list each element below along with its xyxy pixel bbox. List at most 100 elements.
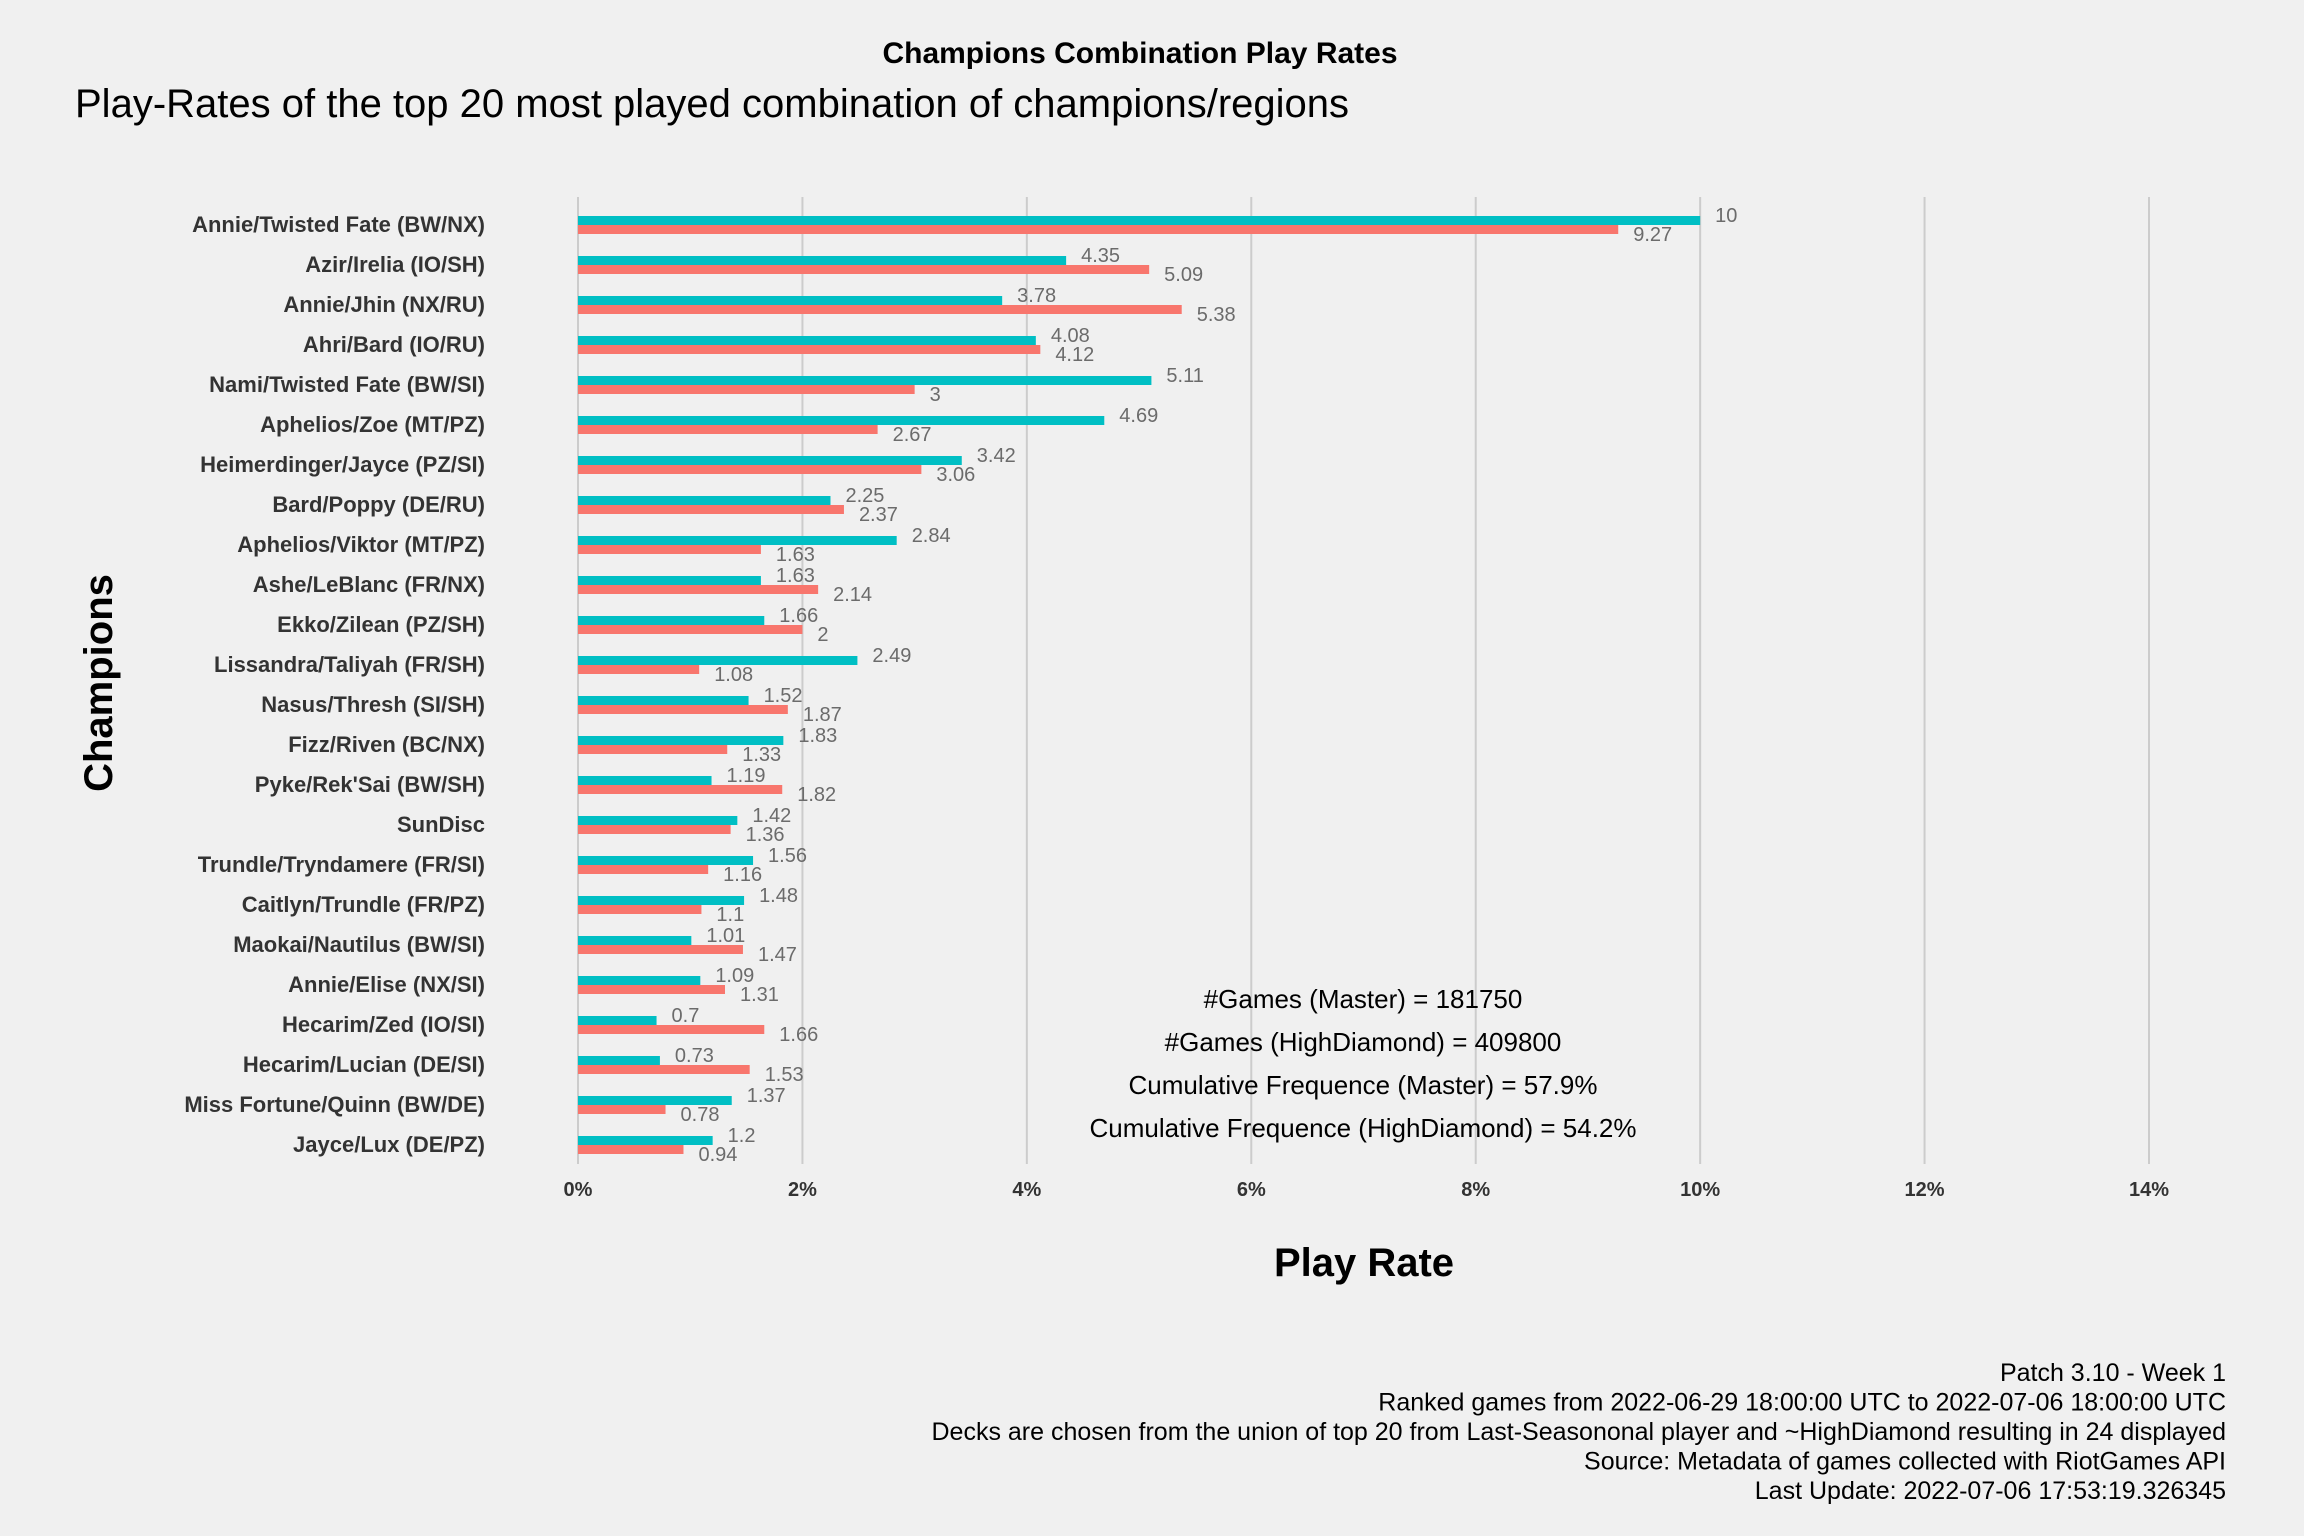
category-label: Azir/Irelia (IO/SH) [305,252,485,277]
bar-value-label: 4.12 [1055,344,1094,366]
bar-value-label: 2.37 [859,504,898,526]
category-label: Aphelios/Viktor (MT/PZ) [237,532,485,557]
bar-value-label: 3.78 [1017,285,1056,307]
category-label: Hecarim/Lucian (DE/SI) [243,1052,485,1077]
annotations-group: #Games (Master) = 181750 #Games (HighDiam… [1090,984,1637,1143]
bar-value-label: 1.1 [716,904,744,926]
annotation-text: Cumulative Frequence (HighDiamond) = 54.… [1090,1113,1637,1143]
category-label: Caitlyn/Trundle (FR/PZ) [242,892,485,917]
caption-line: Last Update: 2022-07-06 17:53:19.326345 [1755,1477,2226,1505]
bar-series-1 [578,856,754,865]
bar-series-2 [578,385,915,394]
bar-series-2 [578,985,726,994]
category-label: SunDisc [397,812,485,837]
bar-series-1 [578,1096,732,1105]
bar-series-1 [578,976,701,985]
bar-series-2 [578,665,700,674]
caption-line: Ranked games from 2022-06-29 18:00:00 UT… [1378,1389,2226,1417]
bar-value-label: 1.33 [742,744,781,766]
bar-value-label: 1.66 [779,1024,818,1046]
bar-series-2 [578,345,1041,354]
x-tick-label: 4% [1012,1179,1041,1201]
bar-series-1 [578,456,962,465]
category-label: Hecarim/Zed (IO/SI) [282,1012,485,1037]
bar-series-2 [578,465,922,474]
bar-series-1 [578,496,831,505]
bar-value-label: 5.11 [1166,365,1203,387]
y-axis-label: Champions [77,574,121,792]
bar-value-label: 1.2 [728,1125,756,1147]
category-label: Maokai/Nautilus (BW/SI) [233,932,485,957]
bar-series-1 [578,576,761,585]
bar-value-label: 1.48 [759,885,798,907]
bar-value-label: 1.63 [776,544,815,566]
bar-value-label: 0.7 [672,1005,700,1027]
bar-value-label: 2.67 [893,424,932,446]
bar-series-1 [578,936,692,945]
chart-subtitle: Play-Rates of the top 20 most played com… [75,82,1349,126]
bar-value-label: 0.78 [681,1104,720,1126]
bar-series-1 [578,296,1003,305]
bar-series-2 [578,225,1619,234]
bar-value-label: 1.09 [715,965,754,987]
x-tick-label: 14% [2129,1179,2169,1201]
x-tick-labels-group: 0% 2% 4% 6% 8% 10% 12% 14% [564,1179,2170,1201]
chart-title: Champions Combination Play Rates [882,37,1397,70]
category-label: Miss Fortune/Quinn (BW/DE) [184,1092,485,1117]
caption-line: Decks are chosen from the union of top 2… [931,1418,2226,1446]
bar-value-label: 1.87 [803,704,842,726]
category-label: Trundle/Tryndamere (FR/SI) [198,852,485,877]
bar-series-1 [578,736,784,745]
bar-series-1 [578,656,858,665]
bar-series-1 [578,696,749,705]
category-label: Jayce/Lux (DE/PZ) [293,1132,485,1157]
bar-series-1 [578,816,738,825]
bar-series-2 [578,625,803,634]
category-labels-group: Annie/Twisted Fate (BW/NX) Azir/Irelia (I… [184,212,485,1157]
category-label: Annie/Elise (NX/SI) [288,972,485,997]
bar-series-1 [578,416,1105,425]
bar-series-2 [578,745,728,754]
bar-value-label: 2.14 [833,584,872,606]
bar-value-label: 1.08 [714,664,753,686]
category-label: Nasus/Thresh (SI/SH) [261,692,485,717]
category-label: Annie/Twisted Fate (BW/NX) [192,212,485,237]
category-label: Pyke/Rek'Sai (BW/SH) [255,772,485,797]
x-tick-label: 12% [1905,1179,1945,1201]
bar-value-label: 4.35 [1081,245,1120,267]
bar-series-2 [578,825,731,834]
bar-series-1 [578,256,1067,265]
bar-value-label: 2.84 [912,525,951,547]
bar-value-label: 0.94 [698,1144,737,1166]
x-tick-label: 8% [1461,1179,1490,1201]
x-tick-label: 10% [1680,1179,1720,1201]
bar-value-label: 10 [1715,205,1737,227]
category-label: Ahri/Bard (IO/RU) [303,332,485,357]
bar-series-2 [578,1025,765,1034]
bar-series-2 [578,705,788,714]
x-tick-label: 2% [788,1179,817,1201]
bar-series-2 [578,785,783,794]
x-axis-label: Play Rate [1274,1241,1454,1285]
category-label: Ashe/LeBlanc (FR/NX) [253,572,485,597]
bar-series-1 [578,216,1701,225]
bar-series-2 [578,505,844,514]
bar-series-2 [578,545,761,554]
bar-series-1 [578,376,1152,385]
bar-value-label: 1.47 [758,944,797,966]
bar-value-label: 1.53 [765,1064,804,1086]
bar-value-label: 1.42 [752,805,791,827]
x-tick-label: 0% [564,1179,593,1201]
bar-value-label: 1.82 [797,784,836,806]
bar-value-label: 1.66 [779,605,818,627]
bar-series-2 [578,305,1182,314]
bar-value-label: 1.31 [740,984,779,1006]
bar-value-label: 1.36 [746,824,785,846]
bar-value-label: 2 [817,624,828,646]
bar-series-2 [578,865,709,874]
bar-series-2 [578,1065,750,1074]
bar-value-label: 1.83 [798,725,837,747]
bar-series-1 [578,1016,657,1025]
